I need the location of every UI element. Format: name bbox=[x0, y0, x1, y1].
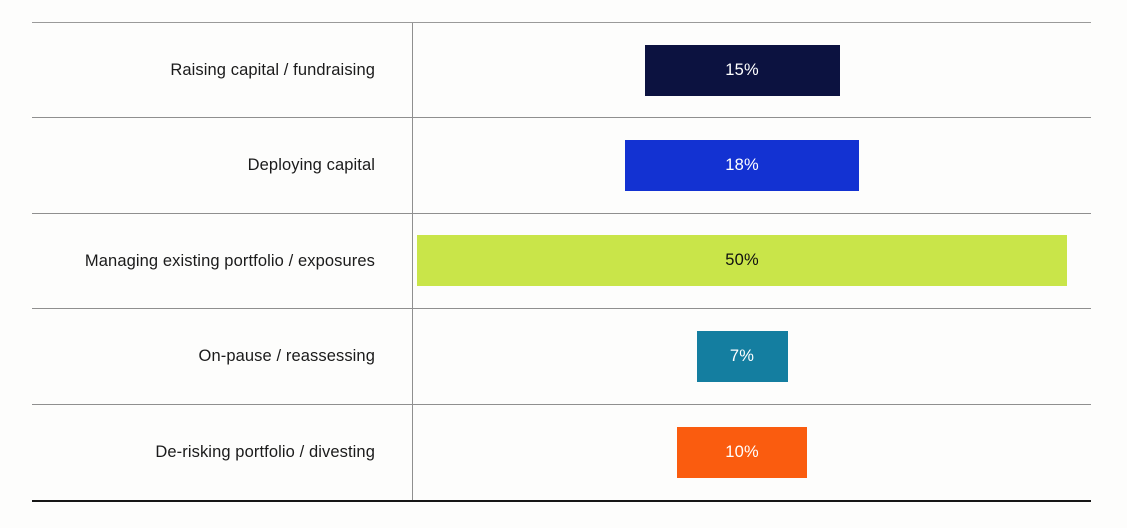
chart-row: De-risking portfolio / divesting 10% bbox=[32, 404, 1091, 500]
bar-cell: 7% bbox=[413, 309, 1091, 403]
value-bar: 10% bbox=[677, 426, 807, 478]
value-bar: 50% bbox=[417, 235, 1067, 287]
chart-row: Deploying capital 18% bbox=[32, 118, 1091, 214]
value-label: 7% bbox=[729, 346, 755, 365]
value-label: 18% bbox=[725, 156, 759, 175]
value-bar: 18% bbox=[625, 140, 859, 192]
bar-cell: 18% bbox=[413, 118, 1091, 212]
bar-cell: 10% bbox=[413, 405, 1091, 500]
category-label: On-pause / reassessing bbox=[32, 309, 413, 404]
chart-row: Managing existing portfolio / exposures … bbox=[32, 213, 1091, 310]
value-label: 50% bbox=[725, 251, 759, 270]
value-label: 15% bbox=[725, 60, 759, 79]
category-label: Raising capital / fundraising bbox=[32, 23, 413, 118]
category-label: Deploying capital bbox=[32, 118, 413, 213]
bar-cell: 15% bbox=[413, 23, 1091, 117]
value-label: 10% bbox=[725, 442, 759, 461]
chart-row: On-pause / reassessing 7% bbox=[32, 309, 1091, 405]
category-label: Managing existing portfolio / exposures bbox=[32, 213, 413, 309]
value-bar: 7% bbox=[696, 330, 788, 382]
category-label: De-risking portfolio / divesting bbox=[32, 404, 413, 500]
bar-cell: 50% bbox=[413, 214, 1091, 308]
survey-bar-chart: Raising capital / fundraising 15% Deploy… bbox=[32, 22, 1091, 502]
chart-row: Raising capital / fundraising 15% bbox=[32, 23, 1091, 119]
value-bar: 15% bbox=[644, 44, 840, 96]
